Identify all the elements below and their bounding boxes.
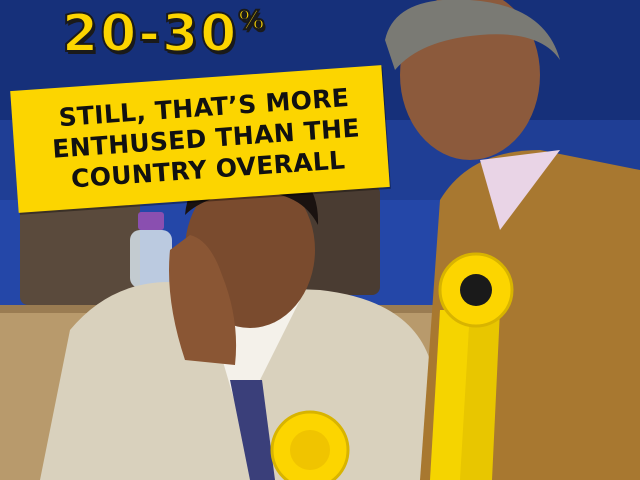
chair-back — [20, 185, 140, 305]
headline-unit: % — [237, 6, 267, 36]
rosette-icon — [270, 410, 350, 480]
campaign-rosette — [430, 252, 514, 480]
person-right — [385, 0, 640, 480]
headline-number: 20-30 — [61, 4, 239, 64]
headline-percentage: 20-30% — [61, 6, 267, 61]
person-left — [40, 160, 445, 480]
water-bottle — [130, 212, 172, 288]
chair-back-2 — [300, 185, 380, 295]
